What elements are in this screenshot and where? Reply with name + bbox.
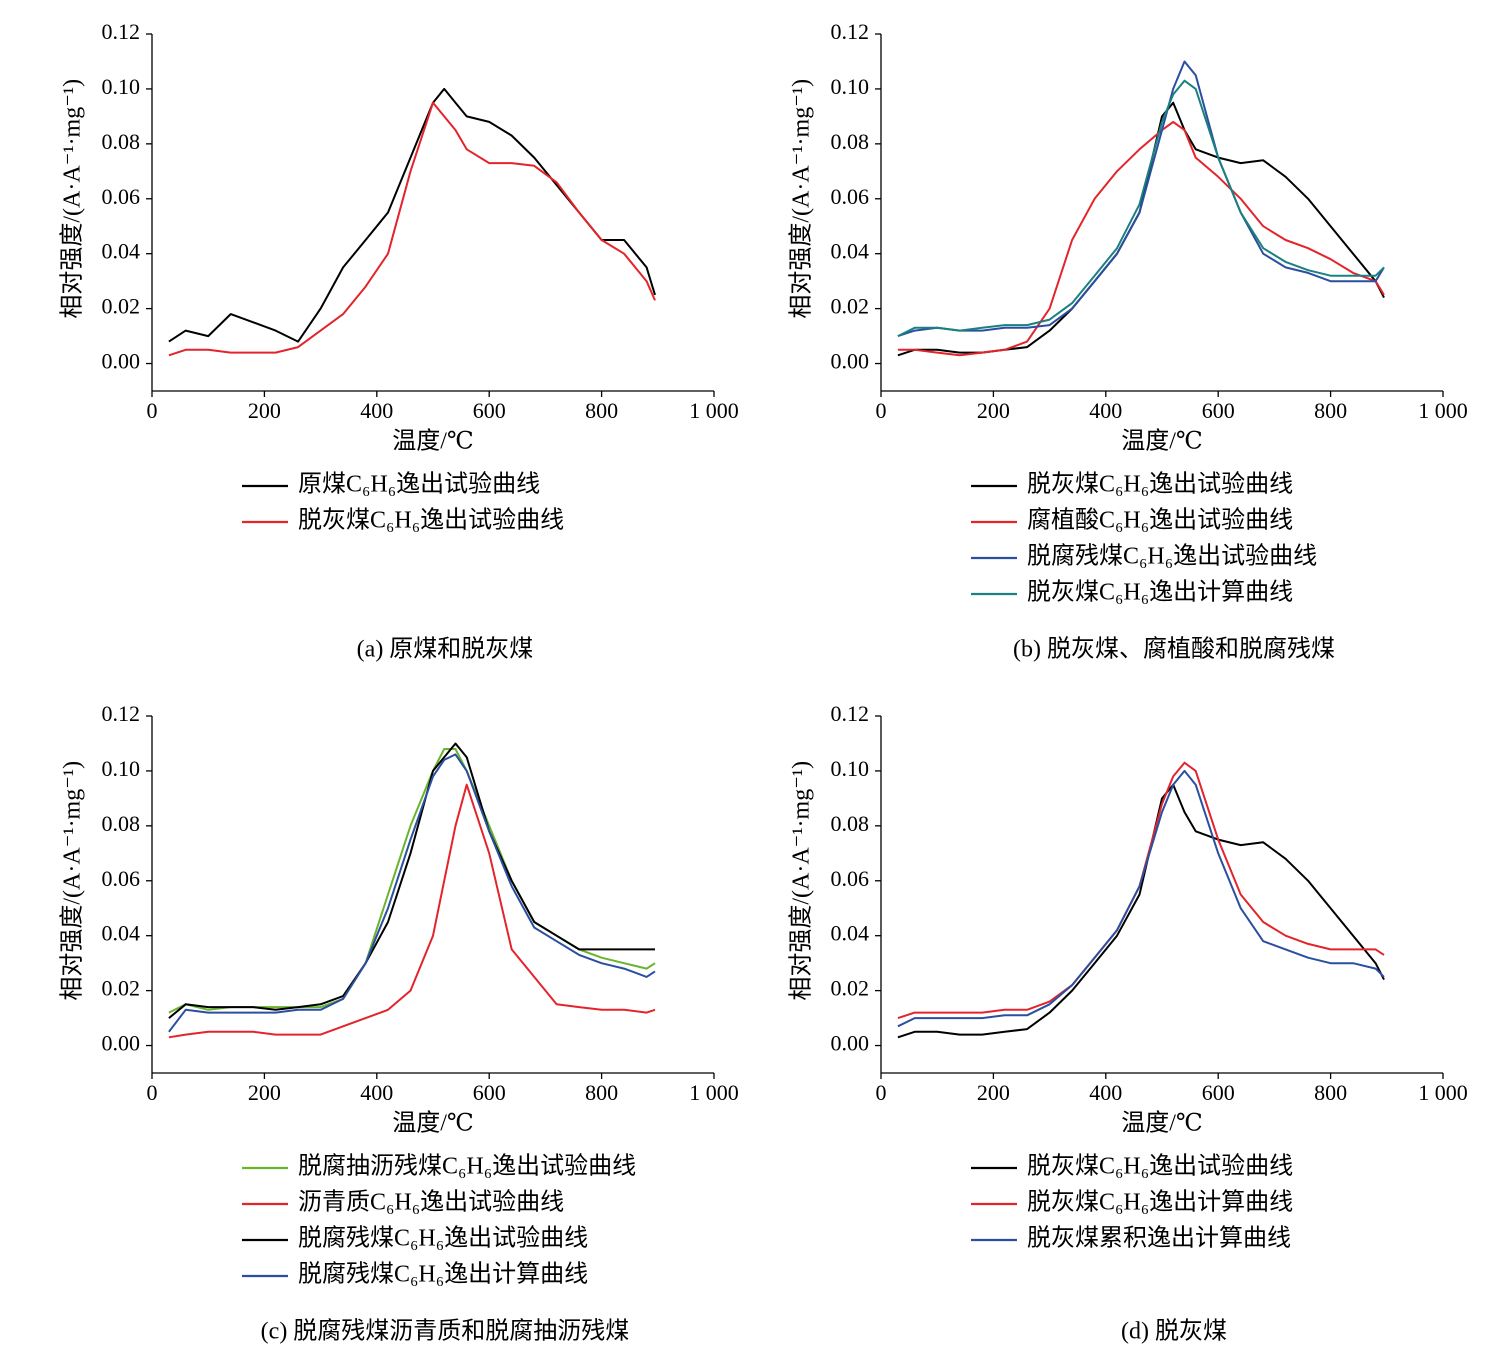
- x-tick-label: 800: [585, 398, 618, 423]
- caption: (b) 脱灰煤、腐植酸和脱腐残煤: [1013, 636, 1335, 663]
- y-tick-label: 0.06: [831, 184, 870, 209]
- data-line: [897, 101, 1385, 357]
- y-tick-label: 0.00: [102, 349, 141, 374]
- legend-label: 沥青质C₆H₆逸出试验曲线: [298, 1189, 564, 1216]
- legend-label: 腐植酸C₆H₆逸出试验曲线: [1027, 507, 1293, 534]
- x-tick-label: 200: [977, 398, 1010, 423]
- x-axis-label: 温度/℃: [1121, 428, 1203, 455]
- x-tick-label: 1 000: [1418, 398, 1468, 423]
- x-axis-label: 温度/℃: [392, 1110, 474, 1137]
- y-tick-label: 0.08: [831, 129, 870, 154]
- x-tick-label: 200: [248, 398, 281, 423]
- x-tick-label: 0: [876, 398, 887, 423]
- y-tick-label: 0.06: [102, 866, 141, 891]
- y-tick-label: 0.10: [102, 74, 141, 99]
- y-axis-label: 相对强度/(A·A⁻¹·mg⁻¹): [59, 79, 86, 319]
- y-tick-label: 0.00: [102, 1031, 141, 1056]
- y-tick-label: 0.06: [102, 184, 141, 209]
- data-line: [897, 120, 1385, 357]
- x-tick-label: 800: [1314, 1080, 1347, 1105]
- x-tick-label: 400: [360, 1080, 393, 1105]
- data-line: [168, 742, 655, 1019]
- y-tick-label: 0.04: [831, 239, 870, 264]
- x-tick-label: 1 000: [689, 1080, 739, 1105]
- x-tick-label: 1 000: [689, 398, 739, 423]
- data-line: [897, 783, 1385, 1039]
- y-tick-label: 0.12: [102, 701, 141, 726]
- x-axis-label: 温度/℃: [392, 428, 474, 455]
- legend-label: 脱灰煤C₆H₆逸出试验曲线: [298, 507, 564, 534]
- x-tick-label: 600: [1202, 1080, 1235, 1105]
- legend-label: 脱灰煤C₆H₆逸出试验曲线: [1027, 471, 1293, 498]
- y-tick-label: 0.06: [831, 866, 870, 891]
- y-tick-label: 0.04: [102, 239, 141, 264]
- x-tick-label: 400: [1089, 398, 1122, 423]
- x-tick-label: 600: [1202, 398, 1235, 423]
- x-tick-label: 800: [1314, 398, 1347, 423]
- y-tick-label: 0.10: [831, 74, 870, 99]
- data-line: [168, 101, 656, 357]
- caption: (c) 脱腐残煤沥青质和脱腐抽沥残煤: [261, 1318, 630, 1345]
- x-tick-label: 400: [1089, 1080, 1122, 1105]
- y-tick-label: 0.04: [102, 921, 141, 946]
- y-tick-label: 0.12: [102, 19, 141, 44]
- y-axis-label: 相对强度/(A·A⁻¹·mg⁻¹): [788, 79, 815, 319]
- x-tick-label: 0: [147, 1080, 158, 1105]
- y-tick-label: 0.10: [102, 756, 141, 781]
- data-line: [897, 79, 1385, 337]
- legend-label: 脱灰煤累积逸出计算曲线: [1027, 1225, 1291, 1252]
- legend-label: 脱腐残煤C₆H₆逸出试验曲线: [298, 1225, 588, 1252]
- data-line: [168, 748, 656, 1014]
- x-tick-label: 600: [473, 1080, 506, 1105]
- x-tick-label: 1 000: [1418, 1080, 1468, 1105]
- y-tick-label: 0.10: [831, 756, 870, 781]
- legend-label: 脱腐残煤C₆H₆逸出计算曲线: [298, 1261, 588, 1288]
- y-axis-label: 相对强度/(A·A⁻¹·mg⁻¹): [788, 761, 815, 1001]
- data-line: [168, 783, 656, 1039]
- legend-label: 脱灰煤C₆H₆逸出试验曲线: [1027, 1153, 1293, 1180]
- y-tick-label: 0.00: [831, 349, 870, 374]
- x-tick-label: 800: [585, 1080, 618, 1105]
- y-tick-label: 0.04: [831, 921, 870, 946]
- y-tick-label: 0.12: [831, 701, 870, 726]
- x-tick-label: 0: [147, 398, 158, 423]
- y-tick-label: 0.08: [102, 129, 141, 154]
- x-tick-label: 600: [473, 398, 506, 423]
- caption: (a) 原煤和脱灰煤: [357, 636, 534, 663]
- caption: (d) 脱灰煤: [1121, 1318, 1227, 1345]
- y-tick-label: 0.00: [831, 1031, 870, 1056]
- legend-label: 脱灰煤C₆H₆逸出计算曲线: [1027, 1189, 1293, 1216]
- x-tick-label: 400: [360, 398, 393, 423]
- legend-label: 脱腐残煤C₆H₆逸出试验曲线: [1027, 543, 1317, 570]
- y-axis-label: 相对强度/(A·A⁻¹·mg⁻¹): [59, 761, 86, 1001]
- legend-label: 脱灰煤C₆H₆逸出计算曲线: [1027, 579, 1293, 606]
- y-tick-label: 0.08: [831, 811, 870, 836]
- y-tick-label: 0.02: [831, 976, 870, 1001]
- legend-label: 原煤C₆H₆逸出试验曲线: [298, 471, 540, 498]
- x-axis-label: 温度/℃: [1121, 1110, 1203, 1137]
- data-line: [897, 60, 1385, 338]
- legend-label: 脱腐抽沥残煤C₆H₆逸出试验曲线: [298, 1153, 636, 1180]
- x-tick-label: 200: [248, 1080, 281, 1105]
- data-line: [897, 761, 1385, 1020]
- data-line: [897, 769, 1385, 1028]
- y-tick-label: 0.12: [831, 19, 870, 44]
- data-line: [168, 753, 656, 1033]
- y-tick-label: 0.02: [831, 294, 870, 319]
- y-tick-label: 0.08: [102, 811, 141, 836]
- x-tick-label: 0: [876, 1080, 887, 1105]
- y-tick-label: 0.02: [102, 976, 141, 1001]
- x-tick-label: 200: [977, 1080, 1010, 1105]
- y-tick-label: 0.02: [102, 294, 141, 319]
